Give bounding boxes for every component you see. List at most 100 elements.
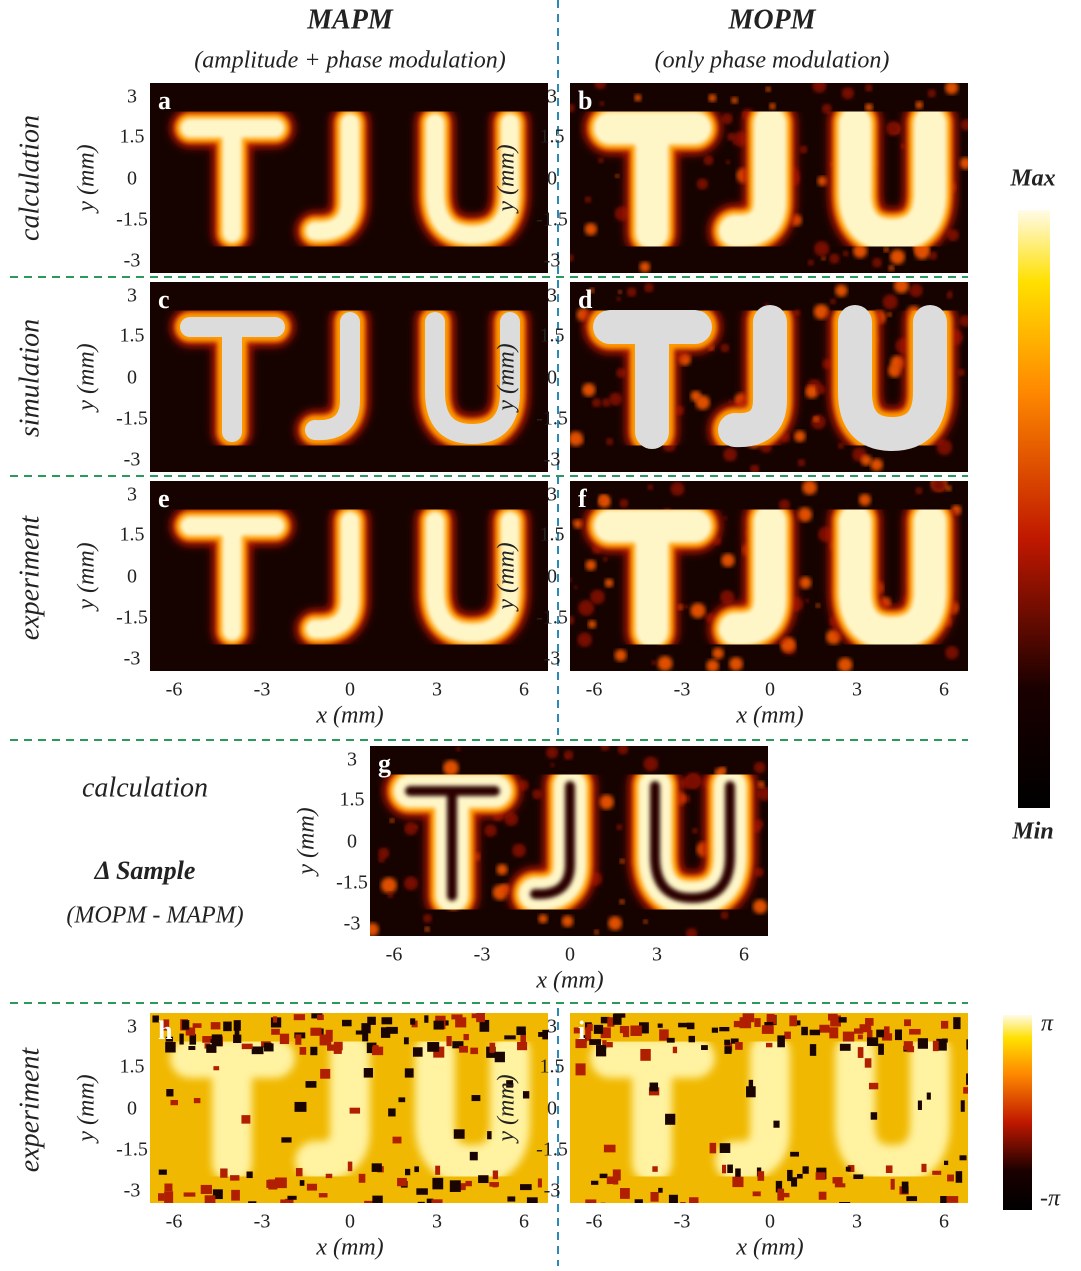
phase-wrap xyxy=(917,1100,922,1110)
phase-wrap xyxy=(953,1017,961,1030)
phase-wrap xyxy=(398,1097,406,1103)
phase-wrap xyxy=(206,1044,217,1053)
speckle xyxy=(826,629,842,645)
speckle xyxy=(804,598,810,603)
x-tick-label: 0 xyxy=(765,1211,775,1233)
phase-wrap xyxy=(589,1039,602,1045)
speckle xyxy=(492,884,508,901)
phase-wrap xyxy=(327,1044,338,1051)
phase-wrap xyxy=(320,1068,331,1079)
phase-wrap xyxy=(410,1018,416,1025)
phase-wrap xyxy=(489,1182,499,1187)
phase-wrap xyxy=(446,1036,452,1047)
phase-wrap xyxy=(634,1199,643,1203)
y-tick-label: -1.5 xyxy=(536,607,568,629)
phase-wrap xyxy=(839,1043,851,1051)
phase-wrap xyxy=(404,1068,414,1078)
speckle xyxy=(683,604,689,610)
y-axis-label: y (mm) xyxy=(74,144,100,213)
phase-wrap xyxy=(537,1178,542,1188)
y-tick-label: -1.5 xyxy=(536,408,568,430)
speckle xyxy=(959,315,968,327)
y-tick-label: -3 xyxy=(544,250,561,272)
phase-wrap xyxy=(274,1177,287,1189)
y-tick-label: -3 xyxy=(124,449,141,471)
speckle xyxy=(887,363,902,378)
phase-wrap xyxy=(210,1022,221,1030)
speckle xyxy=(794,430,806,443)
x-axis-label: x (mm) xyxy=(735,1235,803,1261)
phase-wrap xyxy=(724,1039,731,1046)
phase-wrap xyxy=(465,1180,472,1187)
phase-wrap xyxy=(946,1196,959,1203)
speckle xyxy=(805,385,819,399)
phase-wrap xyxy=(188,1045,196,1051)
speckle xyxy=(731,96,738,104)
phase-wrap xyxy=(268,1179,278,1190)
speckle xyxy=(532,789,543,800)
phase-wrap xyxy=(921,1163,927,1173)
phase-wrap xyxy=(796,1020,801,1026)
panel-label: b xyxy=(578,86,592,115)
phase-wrap xyxy=(901,1181,909,1194)
phase-wrap xyxy=(241,1043,253,1050)
phase-wrap xyxy=(220,1168,228,1178)
speckle xyxy=(947,229,960,242)
speckle xyxy=(893,282,909,294)
x-tick-label: 6 xyxy=(519,1211,529,1233)
y-tick-label: 3 xyxy=(347,749,357,771)
speckle xyxy=(585,559,597,571)
phase-wrap xyxy=(766,1013,775,1022)
column-title: MOPM xyxy=(727,4,816,35)
image-panel: i xyxy=(570,1013,968,1203)
phase-wrap xyxy=(865,1018,874,1026)
phase-wrap xyxy=(797,1173,803,1179)
phase-wrap xyxy=(600,1202,606,1203)
speckle xyxy=(799,145,808,154)
y-tick-label: 1.5 xyxy=(120,325,145,347)
speckle xyxy=(589,287,595,293)
y-tick-label: 0 xyxy=(127,168,137,190)
phase-wrap xyxy=(279,1033,290,1045)
phase-max: π xyxy=(1041,1011,1054,1037)
y-tick-label: 0 xyxy=(547,168,557,190)
y-tick-label: -1.5 xyxy=(336,872,368,894)
row-label: experiment xyxy=(14,1047,45,1173)
x-tick-label: 0 xyxy=(765,679,775,701)
y-axis-label: y (mm) xyxy=(294,807,320,876)
phase-wrap xyxy=(371,1163,382,1172)
speckle xyxy=(729,657,743,671)
row-label: experiment xyxy=(14,515,45,641)
speckle xyxy=(802,481,818,495)
panel-label: d xyxy=(578,285,593,314)
speckle xyxy=(639,261,651,273)
speckle xyxy=(837,442,845,450)
phase-wrap xyxy=(732,1176,744,1188)
phase-wrap xyxy=(739,1017,752,1029)
x-tick-label: 0 xyxy=(565,944,575,966)
panel-label: a xyxy=(158,86,171,115)
phase-wrap xyxy=(233,1034,242,1044)
phase-wrap xyxy=(960,1100,965,1112)
phase-wrap xyxy=(158,1193,165,1201)
y-tick-label: 3 xyxy=(127,285,137,307)
y-tick-label: 0 xyxy=(547,367,557,389)
speckle xyxy=(573,585,578,590)
phase-wrap xyxy=(947,1174,954,1182)
phase-wrap xyxy=(522,1091,530,1099)
speckle xyxy=(626,287,637,297)
phase-wrap xyxy=(405,1168,411,1176)
column-subtitle: (only phase modulation) xyxy=(655,48,890,74)
phase-wrap xyxy=(317,1014,324,1021)
phase-wrap xyxy=(573,1027,584,1034)
phase-wrap xyxy=(459,1045,468,1053)
phase-wrap xyxy=(397,1177,407,1187)
speckle xyxy=(644,282,654,293)
phase-wrap xyxy=(364,1200,375,1203)
phase-wrap xyxy=(853,1028,864,1034)
x-tick-label: 6 xyxy=(519,679,529,701)
y-tick-label: -1.5 xyxy=(536,209,568,231)
phase-wrap xyxy=(412,1047,423,1057)
y-axis-label: y (mm) xyxy=(74,542,100,611)
speckle xyxy=(582,383,596,397)
